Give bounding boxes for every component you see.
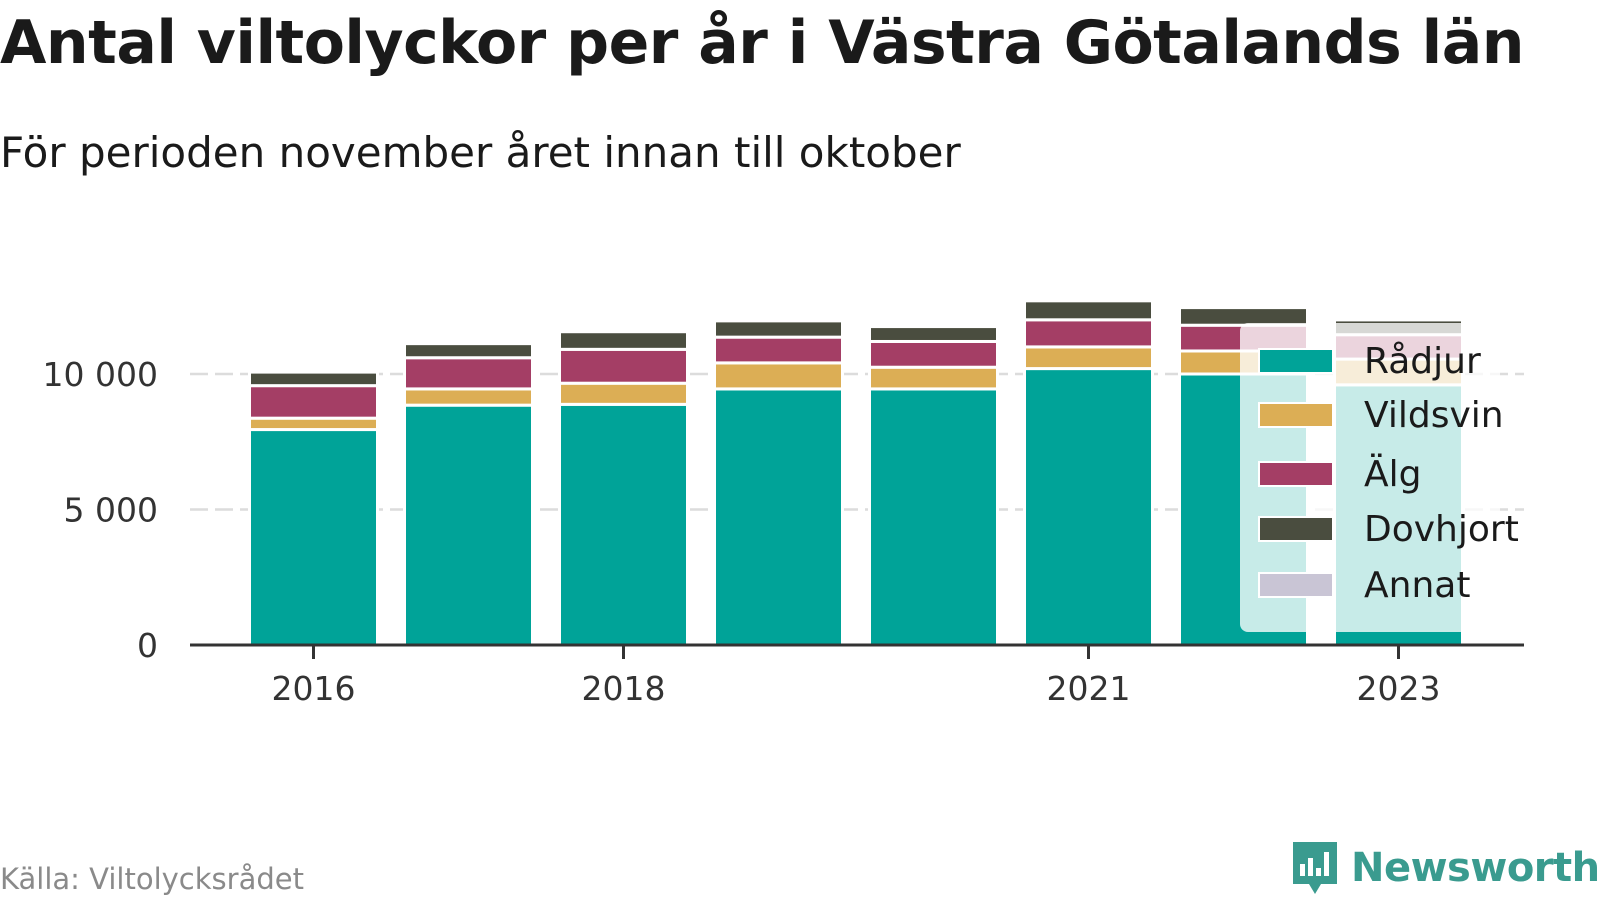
- legend-swatch: [1258, 348, 1334, 374]
- brand-logo: Newsworthy: [1291, 840, 1600, 896]
- legend-swatch: [1258, 402, 1334, 428]
- bar-segment: [868, 387, 999, 647]
- bar-segment: [1023, 345, 1154, 371]
- bar-segment: [403, 342, 534, 360]
- legend-swatch: [1258, 572, 1334, 598]
- legend-item: Rådjur: [1258, 340, 1481, 382]
- legend: Rådjur Vildsvin Älg Dovhjort Annat: [1240, 323, 1519, 632]
- bar-segment: [558, 330, 689, 351]
- chart-subtitle: För perioden november året innan till ok…: [0, 128, 961, 177]
- legend-label: Älg: [1364, 453, 1422, 495]
- bar-segment: [713, 319, 844, 339]
- newsworthy-icon: [1293, 842, 1337, 894]
- bar-segment: [868, 325, 999, 343]
- x-tick-label: 2016: [272, 669, 356, 708]
- bar-segment: [558, 402, 689, 647]
- legend-label: Annat: [1364, 564, 1471, 606]
- legend-swatch: [1258, 516, 1334, 542]
- bar-segment: [558, 381, 689, 406]
- bar-segment: [248, 428, 379, 647]
- bar-segment: [248, 370, 379, 388]
- bar-segment: [248, 384, 379, 420]
- legend-item: Älg: [1258, 453, 1422, 495]
- legend-swatch: [1258, 461, 1334, 487]
- y-tick-label: 10 000: [43, 355, 158, 394]
- legend-item: Vildsvin: [1258, 394, 1504, 436]
- bar-segment: [248, 416, 379, 432]
- bar-segment: [713, 335, 844, 365]
- bar-segment: [558, 347, 689, 385]
- axes: 0 5 000 10 000 2016 2018 2021 2023: [43, 355, 1524, 708]
- bar-segment: [868, 339, 999, 369]
- bar-segment: [868, 365, 999, 391]
- brand-name: Newsworthy: [1351, 845, 1600, 891]
- source-note: Källa: Viltolycksrådet: [0, 862, 304, 896]
- y-tick-label: 0: [137, 626, 158, 665]
- legend-label: Vildsvin: [1364, 394, 1504, 436]
- x-tick-label: 2018: [582, 669, 666, 708]
- legend-label: Rådjur: [1364, 340, 1481, 382]
- legend-label: Dovhjort: [1364, 508, 1519, 550]
- legend-item: Annat: [1258, 564, 1471, 606]
- x-tick-label: 2021: [1047, 669, 1131, 708]
- bar-segment: [403, 387, 534, 407]
- bar-segment: [1023, 318, 1154, 349]
- bar-segment: [1333, 316, 1464, 322]
- bar-segment: [1023, 299, 1154, 322]
- bar-segment: [1023, 367, 1154, 647]
- legend-item: Dovhjort: [1258, 508, 1519, 550]
- bar-segment: [403, 356, 534, 391]
- bar-segment: [403, 403, 534, 647]
- bar-segment: [713, 361, 844, 391]
- x-tick-label: 2023: [1357, 669, 1441, 708]
- chart-title: Antal viltolyckor per år i Västra Götala…: [0, 8, 1524, 78]
- y-tick-label: 5 000: [64, 491, 158, 530]
- bar-segment: [713, 387, 844, 647]
